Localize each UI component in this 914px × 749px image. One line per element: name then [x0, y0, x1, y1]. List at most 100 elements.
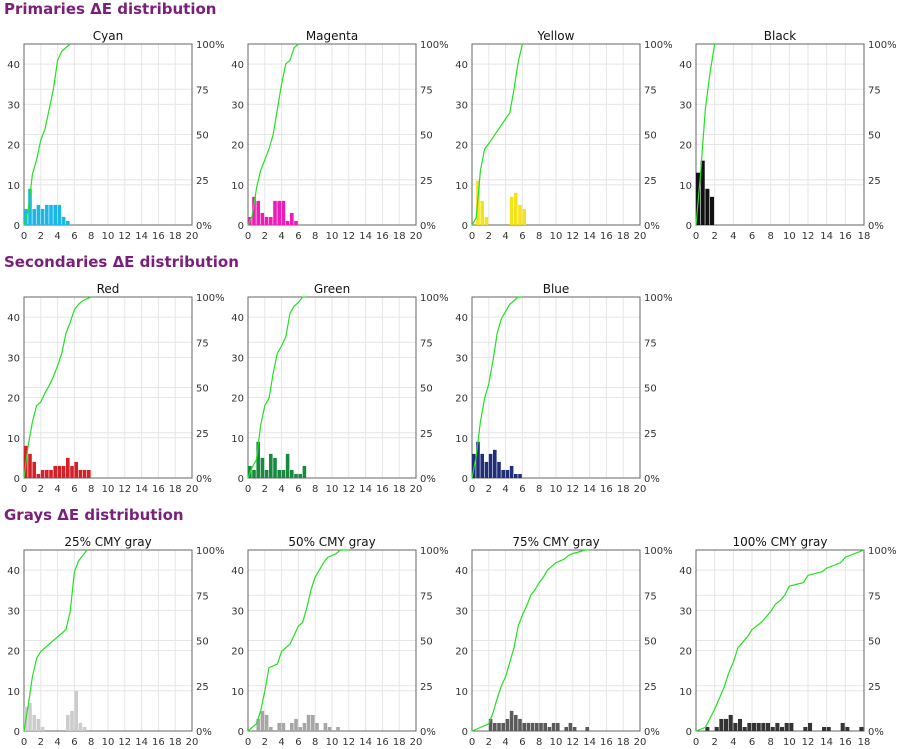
- histogram-bar: [530, 722, 535, 731]
- histogram-bar: [40, 469, 45, 478]
- histogram-bar: [281, 200, 286, 225]
- x-tick-label: 10: [102, 737, 115, 748]
- histogram-bar: [803, 726, 808, 731]
- y-tick-label: 0: [238, 474, 244, 485]
- y2-tick-label: 25: [868, 682, 881, 693]
- histogram-bar: [260, 212, 265, 225]
- histogram-bar: [40, 726, 45, 731]
- chart-title: Blue: [543, 282, 570, 296]
- histogram-bar: [497, 722, 501, 731]
- x-tick-label: 16: [600, 737, 613, 748]
- histogram-bar: [252, 469, 256, 478]
- y-tick-label: 40: [455, 60, 468, 71]
- chart-title: Yellow: [537, 29, 575, 43]
- histogram-bar: [522, 208, 526, 225]
- histogram-bar: [568, 722, 573, 731]
- histogram-bar: [260, 457, 265, 478]
- histogram-bar: [714, 726, 719, 731]
- plot-frame: [23, 43, 193, 226]
- y2-tick-label: 100%: [644, 293, 673, 304]
- histogram-bar: [556, 722, 560, 731]
- histogram-bar: [551, 722, 556, 731]
- y-tick-label: 20: [455, 141, 468, 152]
- chart-title: 100% CMY gray: [732, 535, 827, 549]
- histogram-bar: [28, 453, 32, 478]
- x-tick-label: 2: [486, 737, 492, 748]
- x-tick-label: 2: [711, 737, 717, 748]
- y2-tick-label: 75: [868, 591, 881, 602]
- histogram-bar: [488, 718, 493, 731]
- histogram-bar: [252, 196, 256, 225]
- histogram-bar: [32, 208, 36, 225]
- y-tick-label: 10: [231, 687, 244, 698]
- histogram-bar: [845, 726, 850, 731]
- y-tick-label: 40: [7, 566, 20, 577]
- y-tick-label: 30: [455, 353, 468, 364]
- y2-tick-label: 50: [868, 131, 881, 142]
- y2-tick-label: 75: [196, 85, 209, 96]
- cumulative-line: [471, 296, 523, 479]
- x-tick-label: 16: [839, 737, 852, 748]
- histogram-bar: [264, 216, 269, 225]
- x-tick-label: 8: [536, 231, 542, 242]
- y2-tick-label: 50: [420, 131, 433, 142]
- x-tick-label: 4: [54, 231, 60, 242]
- histogram-bar: [264, 469, 269, 478]
- histogram-bar: [700, 160, 705, 225]
- histogram-bar: [82, 469, 87, 478]
- x-tick-label: 4: [502, 484, 508, 495]
- histogram-bar: [45, 204, 49, 225]
- y-tick-label: 10: [679, 181, 692, 192]
- histogram-bar: [78, 469, 83, 478]
- histogram-bar: [87, 469, 91, 478]
- histogram-bar: [733, 722, 738, 731]
- y-tick-label: 30: [455, 100, 468, 111]
- histogram-bar: [840, 722, 845, 731]
- x-tick-label: 16: [376, 484, 389, 495]
- chart-title: Red: [97, 282, 120, 296]
- x-tick-label: 0: [693, 231, 699, 242]
- x-tick-label: 20: [410, 737, 423, 748]
- y-tick-label: 20: [231, 647, 244, 658]
- y2-tick-label: 0%: [420, 474, 436, 485]
- y-tick-label: 10: [455, 434, 468, 445]
- y-tick-label: 10: [231, 434, 244, 445]
- histogram-bar: [315, 722, 319, 731]
- y-tick-label: 40: [7, 313, 20, 324]
- histogram-bar: [761, 722, 766, 731]
- y-tick-label: 40: [455, 566, 468, 577]
- x-tick-label: 12: [342, 231, 355, 242]
- x-tick-label: 6: [519, 737, 525, 748]
- histogram-bar: [70, 710, 74, 731]
- y-tick-label: 40: [455, 313, 468, 324]
- x-tick-label: 16: [600, 484, 613, 495]
- histogram-bar: [738, 718, 743, 731]
- chart-black: Black 0 2 4 6 8 10 12 14 16 18 0 10 20 30 40 0% 25 50 75 100…: [679, 29, 896, 242]
- histogram-bar: [281, 469, 286, 478]
- y2-tick-label: 0%: [644, 727, 660, 738]
- y2-tick-label: 0%: [196, 474, 212, 485]
- x-tick-label: 12: [566, 484, 579, 495]
- x-tick-label: 8: [88, 231, 94, 242]
- histogram-bar: [514, 473, 518, 478]
- y2-tick-label: 0%: [196, 727, 212, 738]
- histogram-bar: [40, 208, 45, 225]
- y2-tick-label: 25: [644, 682, 657, 693]
- histogram-bar: [480, 453, 484, 478]
- y2-tick-label: 50: [196, 637, 209, 648]
- x-tick-label: 12: [118, 231, 131, 242]
- y-tick-label: 20: [455, 647, 468, 658]
- section-title-secondaries: Secondaries ΔE distribution: [4, 253, 239, 271]
- histogram-bar: [775, 722, 780, 731]
- y-tick-label: 10: [7, 434, 20, 445]
- x-tick-label: 14: [359, 231, 372, 242]
- x-tick-label: 0: [21, 484, 27, 495]
- y-tick-label: 30: [231, 353, 244, 364]
- histogram-bar: [719, 718, 724, 731]
- x-tick-label: 20: [186, 737, 199, 748]
- histogram-bar: [66, 714, 70, 731]
- y-tick-label: 0: [14, 221, 20, 232]
- x-tick-label: 16: [839, 231, 852, 242]
- histogram-bar: [756, 722, 761, 731]
- histogram-bar: [509, 196, 514, 225]
